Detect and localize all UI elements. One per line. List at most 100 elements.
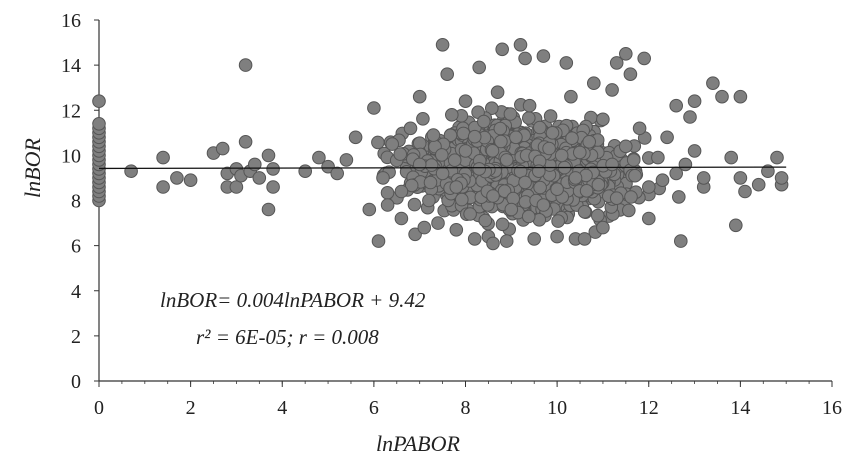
- data-point: [499, 153, 514, 167]
- data-point: [536, 198, 551, 212]
- data-point: [321, 159, 335, 174]
- data-point: [92, 94, 106, 108]
- data-point: [371, 234, 386, 248]
- data-point: [706, 76, 720, 90]
- data-point: [518, 175, 532, 190]
- data-point: [696, 171, 711, 185]
- data-point: [371, 135, 385, 150]
- data-point: [554, 148, 569, 163]
- x-tick-label: 6: [369, 397, 379, 419]
- data-points: [92, 38, 789, 251]
- y-axis-title: lnBOR: [20, 138, 45, 198]
- data-point: [426, 128, 441, 142]
- data-point: [463, 207, 477, 221]
- data-point: [565, 131, 579, 145]
- data-point: [532, 164, 546, 178]
- data-point: [626, 153, 641, 167]
- data-point: [609, 191, 624, 205]
- data-point: [472, 60, 487, 75]
- x-tick-label: 4: [277, 397, 287, 419]
- data-point: [183, 173, 198, 187]
- data-point: [424, 158, 439, 172]
- data-point: [687, 144, 702, 158]
- data-point: [637, 51, 652, 66]
- data-point: [156, 150, 170, 165]
- data-point: [443, 128, 458, 143]
- data-point: [669, 98, 684, 113]
- data-point: [449, 180, 464, 194]
- data-point: [499, 234, 514, 248]
- data-point: [527, 232, 542, 246]
- data-point: [490, 85, 505, 99]
- data-point: [522, 98, 537, 113]
- data-point: [550, 229, 564, 244]
- data-point: [422, 193, 436, 208]
- data-point: [651, 150, 665, 165]
- data-point: [687, 94, 702, 108]
- y-tick-label: 8: [71, 191, 81, 213]
- data-point: [568, 171, 583, 185]
- axes: 0 2 4 6 8 10 12 14 16 0 2 4 6 8 10 12 14 16: [61, 10, 842, 419]
- data-point: [412, 136, 427, 150]
- data-point: [761, 164, 775, 178]
- data-point: [493, 121, 508, 136]
- data-point: [440, 67, 455, 81]
- data-point: [431, 216, 445, 230]
- data-point: [533, 120, 547, 135]
- data-point: [521, 209, 536, 224]
- data-point: [417, 220, 432, 235]
- data-point: [733, 89, 748, 104]
- data-point: [467, 129, 482, 144]
- data-point: [403, 121, 418, 136]
- data-point: [416, 112, 430, 126]
- data-point: [655, 173, 670, 187]
- data-point: [266, 162, 280, 176]
- data-point: [605, 83, 619, 97]
- data-point: [596, 220, 610, 235]
- data-point: [339, 153, 354, 167]
- equation-annotation: lnBOR= 0.004lnPABOR + 9.42: [160, 288, 426, 312]
- data-point: [770, 150, 784, 165]
- y-tick-label: 12: [61, 100, 81, 122]
- r-squared-annotation: r² = 6E-05; r = 0.008: [196, 325, 379, 349]
- data-point: [330, 166, 345, 181]
- data-point: [559, 56, 574, 70]
- data-point: [605, 157, 619, 172]
- data-point: [729, 218, 743, 233]
- data-point: [495, 42, 510, 57]
- data-point: [622, 203, 636, 218]
- data-point: [449, 223, 464, 237]
- data-point: [733, 171, 748, 185]
- data-point: [380, 198, 395, 212]
- data-point: [156, 180, 170, 194]
- data-point: [376, 171, 390, 185]
- x-tick-label: 10: [547, 397, 567, 419]
- data-point: [724, 150, 739, 165]
- data-point: [435, 148, 449, 162]
- data-point: [591, 177, 606, 192]
- data-point: [543, 109, 558, 123]
- data-point: [252, 171, 267, 185]
- data-point: [642, 180, 656, 194]
- data-point: [238, 135, 253, 149]
- data-point: [394, 211, 409, 226]
- data-point: [674, 234, 688, 248]
- data-point: [486, 189, 500, 203]
- data-point: [579, 184, 594, 198]
- data-point: [503, 107, 518, 121]
- data-point: [170, 171, 184, 185]
- y-tick-label: 4: [71, 281, 81, 303]
- data-point: [412, 89, 427, 104]
- data-point: [715, 89, 729, 104]
- x-tick-label: 14: [730, 397, 750, 419]
- data-point: [536, 49, 551, 63]
- data-point: [266, 180, 280, 194]
- data-point: [522, 111, 536, 125]
- data-point: [394, 184, 409, 199]
- data-point: [533, 180, 547, 195]
- data-point: [623, 67, 638, 81]
- data-point: [456, 126, 471, 141]
- data-point: [423, 175, 438, 190]
- data-point: [458, 94, 473, 108]
- data-point: [393, 147, 408, 161]
